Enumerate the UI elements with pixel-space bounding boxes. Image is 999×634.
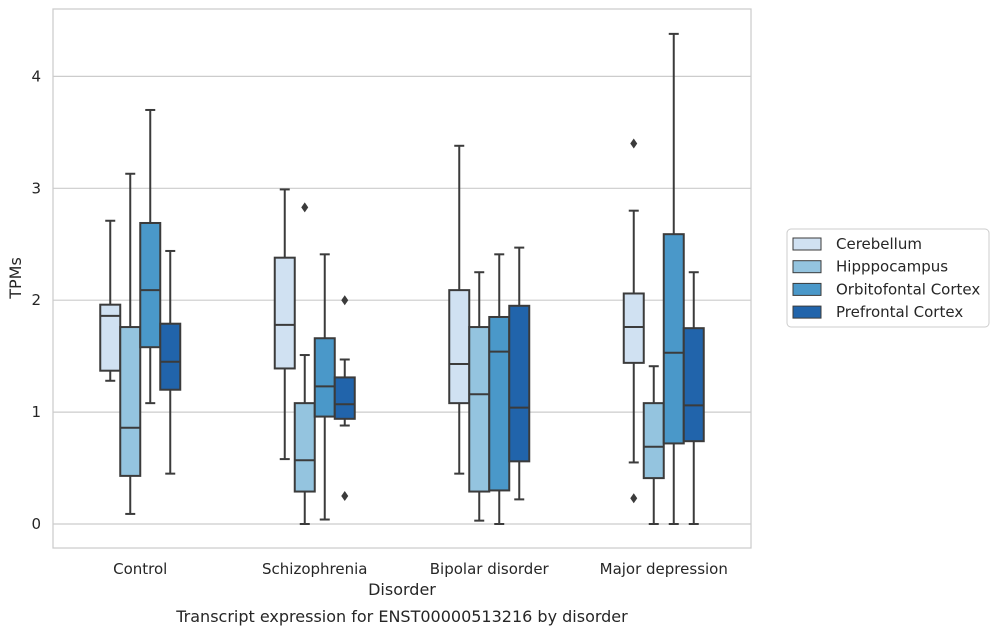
- box-prefrontal-cortex: [159, 249, 182, 475]
- legend-swatch: [792, 282, 822, 296]
- y-tick-label: 2: [31, 291, 41, 309]
- legend-entry: Prefrontal Cortex: [836, 303, 963, 321]
- iqr-box: [488, 315, 511, 492]
- box-prefrontal-cortex: [508, 246, 531, 501]
- box-cerebellum: [622, 138, 645, 504]
- box-hipppocampus: [642, 365, 665, 525]
- y-tick-label: 4: [31, 67, 41, 85]
- x-axis-ticks: Control Schizophrenia Bipolar disorder Majo…: [113, 560, 728, 578]
- y-tick-label: 1: [31, 403, 41, 421]
- legend-swatch: [792, 237, 822, 251]
- x-axis-label: Disorder: [368, 580, 436, 599]
- iqr-box: [622, 292, 645, 364]
- box-prefrontal-cortex: [682, 271, 705, 525]
- iqr-box: [159, 322, 182, 391]
- x-tick-label: Major depression: [600, 560, 728, 578]
- iqr-box: [293, 402, 316, 493]
- box-cerebellum: [448, 144, 471, 475]
- iqr-box: [139, 221, 162, 349]
- y-axis-label: TPMs: [6, 257, 25, 300]
- box-orbitofontal-cortex: [662, 32, 685, 525]
- iqr-box: [99, 303, 122, 372]
- x-tick-label: Control: [113, 560, 167, 578]
- box-prefrontal-cortex: [333, 295, 356, 502]
- box-orbitofontal-cortex: [488, 253, 511, 525]
- iqr-box: [119, 326, 142, 477]
- iqr-box: [333, 376, 356, 420]
- iqr-box: [273, 256, 296, 370]
- box-orbitofontal-cortex: [139, 108, 162, 405]
- x-tick-label: Schizophrenia: [262, 560, 367, 578]
- legend-entry: Hipppocampus: [836, 258, 948, 276]
- legend-entry: Orbitofontal Cortex: [836, 280, 980, 298]
- y-tick-label: 0: [31, 515, 41, 533]
- outlier-point: [630, 493, 638, 504]
- outlier-point: [301, 202, 309, 213]
- iqr-box: [448, 289, 471, 405]
- iqr-box: [313, 337, 336, 418]
- x-tick-label: Bipolar disorder: [430, 560, 550, 578]
- plot-area-frame: [52, 8, 752, 549]
- iqr-box: [508, 304, 531, 463]
- iqr-box: [662, 233, 685, 445]
- outlier-point: [630, 138, 638, 149]
- legend-frame: [786, 228, 990, 328]
- iqr-box: [468, 326, 491, 493]
- legend: Cerebellum Hipppocampus Orbitofontal Corte…: [786, 228, 990, 328]
- legend-swatch: [792, 305, 822, 319]
- box-cerebellum: [273, 188, 296, 461]
- box-hipppocampus: [293, 202, 316, 525]
- outlier-point: [341, 295, 349, 306]
- box-hipppocampus: [468, 271, 491, 522]
- chart-title: Transcript expression for ENST0000051321…: [175, 607, 628, 626]
- iqr-box: [682, 327, 705, 443]
- legend-swatch: [792, 260, 822, 274]
- box-hipppocampus: [119, 172, 142, 515]
- y-axis-ticks: 0 1 2 3 4: [31, 67, 41, 533]
- outlier-point: [341, 491, 349, 502]
- legend-entry: Cerebellum: [836, 235, 922, 253]
- box-series: [99, 32, 705, 525]
- box-orbitofontal-cortex: [313, 253, 336, 521]
- y-tick-label: 3: [31, 179, 41, 197]
- iqr-box: [642, 402, 665, 480]
